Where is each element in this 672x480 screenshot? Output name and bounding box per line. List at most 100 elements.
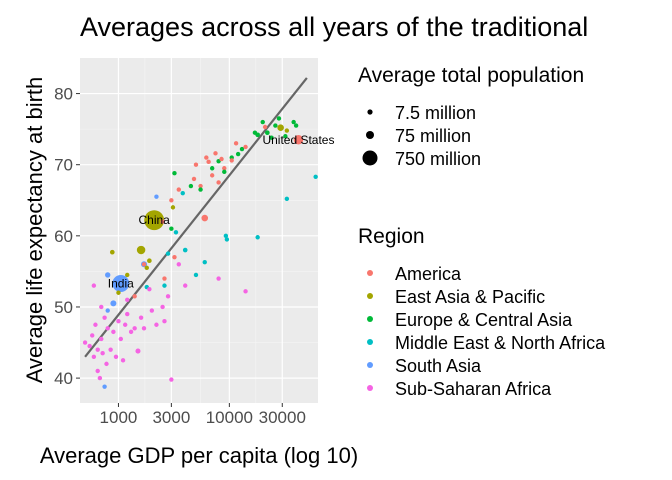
data-point — [116, 290, 121, 295]
data-point — [125, 297, 130, 303]
data-point — [132, 326, 137, 331]
data-point — [284, 128, 290, 133]
data-point — [169, 198, 174, 203]
data-point — [169, 226, 174, 231]
data-point — [90, 333, 95, 338]
data-point — [91, 283, 97, 288]
data-point — [132, 294, 137, 299]
color-legend-key — [367, 316, 373, 322]
data-point — [91, 354, 97, 359]
data-point — [201, 214, 209, 222]
color-legend-label: South Asia — [395, 356, 482, 376]
x-tick-label: 10000 — [206, 408, 253, 427]
data-point — [135, 348, 141, 354]
data-point — [109, 249, 115, 255]
data-point — [99, 304, 104, 310]
data-point — [222, 166, 227, 171]
data-point — [219, 156, 224, 162]
data-point — [265, 130, 270, 136]
data-point — [216, 180, 221, 185]
size-legend-key — [367, 109, 373, 115]
data-point — [269, 135, 274, 140]
data-point — [243, 289, 248, 294]
point-layer — [82, 116, 318, 389]
data-point — [209, 173, 215, 178]
data-point — [113, 354, 119, 359]
data-point — [293, 123, 299, 128]
color-legend: America East Asia & Pacific Europe & Centr… — [367, 264, 606, 399]
data-point — [120, 358, 126, 363]
data-point — [160, 219, 165, 224]
size-legend-key — [366, 131, 374, 139]
data-point — [191, 176, 197, 182]
data-point — [283, 134, 288, 139]
size-legend-key — [362, 150, 378, 166]
data-point — [144, 210, 165, 231]
trend-layer — [84, 77, 308, 358]
y-tick-label: 70 — [54, 156, 73, 175]
y-tick-label: 50 — [54, 298, 73, 317]
data-point — [162, 318, 167, 324]
data-point — [154, 194, 159, 199]
data-point — [144, 265, 149, 271]
data-point — [112, 275, 130, 292]
data-point — [128, 329, 134, 335]
data-point — [252, 130, 258, 135]
data-point — [116, 318, 121, 324]
color-legend-key — [367, 385, 373, 391]
data-point — [233, 141, 239, 146]
data-point — [172, 254, 177, 260]
data-point — [239, 146, 245, 152]
data-point — [105, 326, 110, 331]
data-point — [206, 159, 211, 165]
data-point — [104, 361, 109, 367]
color-legend-label: Europe & Central Asia — [395, 310, 573, 330]
data-point — [162, 276, 167, 281]
point-annotation: China — [139, 213, 171, 227]
color-legend-key — [367, 293, 373, 299]
data-point — [222, 169, 227, 175]
data-point — [216, 276, 221, 281]
x-tick-label: 30000 — [259, 408, 306, 427]
data-point — [182, 247, 188, 253]
point-annotation: India — [108, 276, 134, 290]
data-point — [100, 351, 105, 356]
size-legend-label: 75 million — [395, 126, 471, 146]
y-axis-label: Average life expectancy at birth — [22, 77, 47, 384]
data-point — [243, 144, 248, 150]
annotation-layer: United States China India — [108, 133, 335, 291]
color-legend-label: America — [395, 264, 462, 284]
data-point — [255, 235, 260, 240]
data-point — [224, 237, 230, 242]
data-point — [276, 116, 282, 121]
data-point — [108, 347, 113, 352]
color-legend-label: Middle East & North Africa — [395, 333, 606, 353]
data-point — [97, 375, 103, 381]
chart-title: Averages across all years of the traditi… — [80, 12, 588, 42]
size-legend-label: 750 million — [395, 149, 481, 169]
data-point — [99, 336, 104, 342]
data-point — [284, 196, 290, 202]
data-point — [204, 155, 209, 160]
data-point — [176, 262, 181, 267]
size-legend-title: Average total population — [358, 64, 584, 87]
data-point — [141, 262, 147, 267]
x-tick-label: 3000 — [152, 408, 190, 427]
data-point — [102, 315, 107, 320]
data-point — [169, 377, 174, 382]
data-point — [160, 304, 165, 310]
data-point — [118, 336, 124, 342]
size-legend: 7.5 million 75 million 750 million — [362, 103, 481, 169]
data-point — [209, 166, 215, 171]
data-point — [183, 283, 188, 288]
y-tick-label: 60 — [54, 227, 73, 246]
data-point — [102, 384, 107, 389]
data-point — [202, 259, 207, 265]
data-point — [180, 190, 185, 196]
data-point — [291, 119, 296, 125]
color-legend-key — [367, 362, 373, 368]
data-point — [136, 245, 146, 255]
data-point — [176, 187, 181, 192]
data-point — [162, 283, 167, 288]
